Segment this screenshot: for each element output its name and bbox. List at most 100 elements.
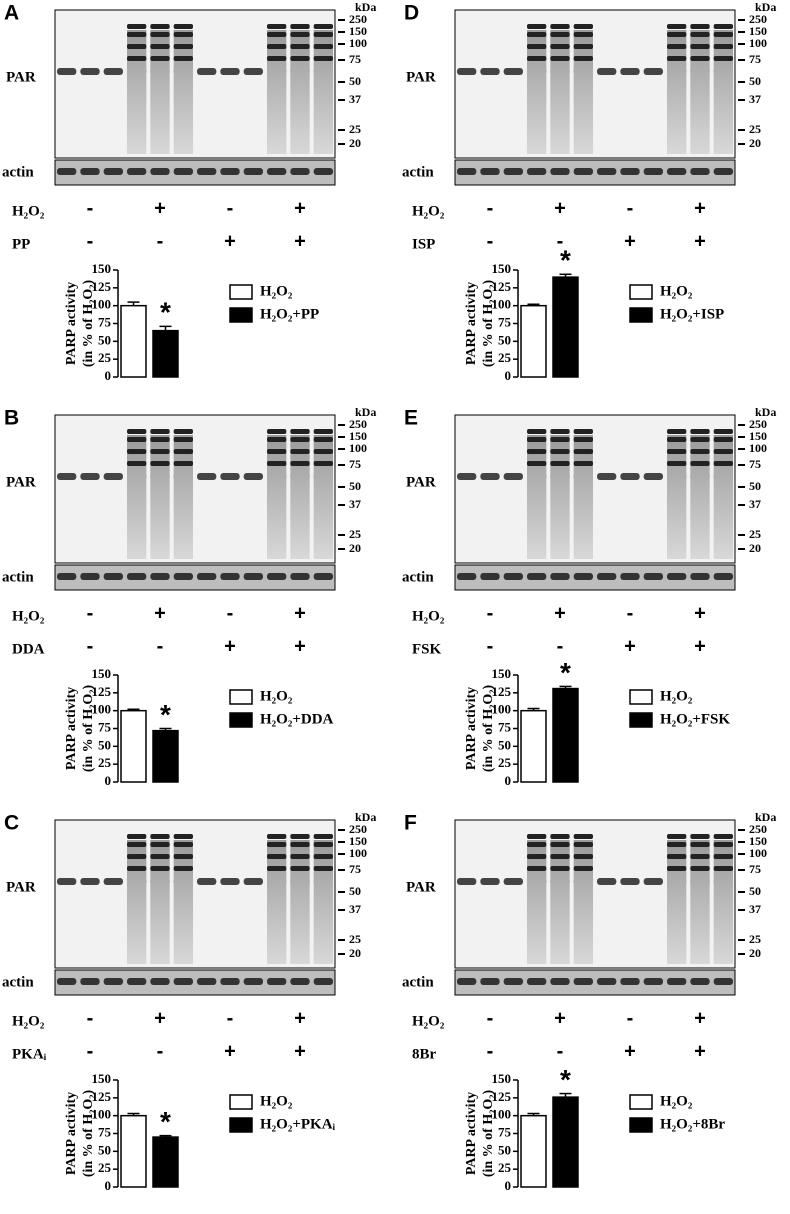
- blot-actin: [54, 564, 336, 591]
- actin-band: [480, 168, 500, 175]
- band: [313, 834, 333, 839]
- treatment-sign: -: [227, 602, 234, 624]
- band: [713, 461, 733, 466]
- marker-label: 25: [749, 527, 761, 541]
- band: [290, 461, 310, 466]
- significance-star: *: [560, 245, 571, 276]
- band: [713, 437, 733, 442]
- band: [573, 449, 593, 454]
- marker-label: 100: [749, 36, 767, 50]
- legend-swatch: [629, 712, 653, 728]
- band: [690, 32, 710, 37]
- band: [573, 32, 593, 37]
- band: [290, 24, 310, 29]
- band: [267, 854, 287, 859]
- y-tick-label: 150: [492, 261, 512, 276]
- blot-actin: [54, 969, 336, 996]
- band: [127, 437, 147, 442]
- actin-band: [573, 168, 593, 175]
- marker-label: 20: [349, 136, 361, 150]
- band: [527, 854, 547, 859]
- actin-band: [503, 573, 523, 580]
- band: [220, 473, 240, 480]
- band: [643, 68, 663, 75]
- marker-label: 20: [349, 541, 361, 555]
- y-tick-label: 150: [92, 666, 112, 681]
- actin-band: [690, 978, 710, 985]
- band: [550, 854, 570, 859]
- band: [573, 866, 593, 871]
- legend-label: H₂O₂: [660, 283, 693, 299]
- y-axis-label: (in % of H₂O₂): [81, 279, 96, 367]
- band: [690, 842, 710, 847]
- significance-star: *: [560, 657, 571, 688]
- band: [690, 854, 710, 859]
- y-tick-label: 125: [492, 684, 512, 699]
- band: [243, 68, 263, 75]
- band: [573, 437, 593, 442]
- marker-label: 37: [749, 92, 761, 106]
- marker-label: 75: [349, 862, 361, 876]
- band: [690, 437, 710, 442]
- y-axis-label: (in % of H₂O₂): [481, 684, 496, 772]
- band: [690, 449, 710, 454]
- kda-label: kDa: [355, 405, 376, 419]
- panel-label: B: [4, 407, 19, 430]
- row-label: PAR: [6, 69, 36, 85]
- band: [713, 854, 733, 859]
- y-tick-label: 25: [98, 1160, 112, 1175]
- actin-band: [290, 168, 310, 175]
- band: [713, 24, 733, 29]
- band: [713, 449, 733, 454]
- blot-par: [454, 9, 736, 159]
- legend-label: H₂O₂: [260, 283, 293, 299]
- y-tick-label: 25: [98, 755, 112, 770]
- band: [290, 842, 310, 847]
- band: [173, 449, 193, 454]
- treatment-sign: +: [624, 1040, 636, 1062]
- band: [573, 56, 593, 61]
- row-label: actin: [2, 569, 34, 585]
- marker-label: 50: [749, 479, 761, 493]
- treatment-sign: +: [154, 197, 166, 219]
- band: [313, 461, 333, 466]
- actin-band: [667, 573, 687, 580]
- marker-label: 37: [349, 92, 361, 106]
- y-axis-label: PARP activity: [64, 1092, 79, 1175]
- legend-label: H₂O₂+PP: [260, 306, 319, 322]
- treatment-sign: -: [87, 602, 94, 624]
- row-label: actin: [2, 164, 34, 180]
- actin-band: [197, 978, 217, 985]
- y-tick-label: 0: [105, 1178, 112, 1193]
- actin-band: [667, 168, 687, 175]
- marker-label: 150: [749, 24, 767, 38]
- treatment-sign: +: [694, 602, 706, 624]
- y-tick-label: 125: [92, 684, 112, 699]
- band: [667, 437, 687, 442]
- actin-band: [620, 978, 640, 985]
- y-tick-label: 100: [92, 297, 112, 312]
- band: [127, 56, 147, 61]
- blot-par: [454, 819, 736, 969]
- bar: [520, 709, 547, 783]
- band: [667, 56, 687, 61]
- actin-band: [573, 573, 593, 580]
- y-tick-label: 25: [498, 1160, 512, 1175]
- actin-band: [173, 168, 193, 175]
- blot-actin: [454, 969, 736, 996]
- marker-label: 37: [349, 902, 361, 916]
- band: [620, 68, 640, 75]
- marker-label: 25: [349, 527, 361, 541]
- y-axis-label: PARP activity: [464, 1092, 479, 1175]
- treatment-sign: +: [694, 230, 706, 252]
- y-tick-label: 150: [92, 261, 112, 276]
- band: [313, 32, 333, 37]
- band: [290, 834, 310, 839]
- actin-band: [713, 978, 733, 985]
- y-tick-label: 50: [498, 737, 511, 752]
- y-tick-label: 0: [505, 1178, 512, 1193]
- actin-band: [103, 978, 123, 985]
- actin-band: [267, 573, 287, 580]
- treatment-sign: -: [227, 1007, 234, 1029]
- treatment-sign: +: [554, 602, 566, 624]
